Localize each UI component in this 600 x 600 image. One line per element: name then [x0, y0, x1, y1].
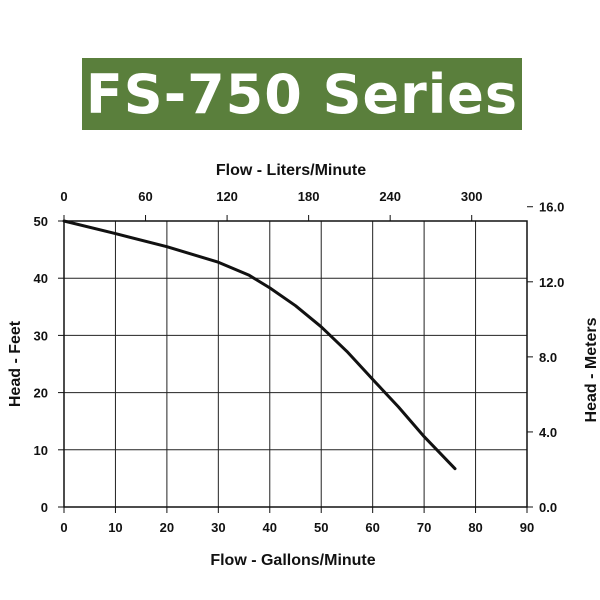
y-tick-label: 40 — [34, 271, 48, 286]
y-tick-label: 50 — [34, 214, 48, 229]
x-tick-label: 10 — [108, 520, 122, 535]
y-tick-label: 0 — [41, 500, 48, 515]
plot-frame — [63, 220, 528, 508]
y-tick-label: 30 — [34, 328, 48, 343]
x-axis-title: Flow - Gallons/Minute — [210, 552, 375, 569]
x-tick-label: 0 — [60, 520, 67, 535]
x-tick-label: 30 — [211, 520, 225, 535]
series-title: FS-750 Series — [85, 62, 519, 126]
x2-axis-title: Flow - Liters/Minute — [216, 162, 366, 179]
x-tick-label: 20 — [160, 520, 174, 535]
y2-tick-label: 4.0 — [539, 425, 557, 440]
x-tick-label: 90 — [520, 520, 534, 535]
x2-tick-label: 240 — [379, 189, 401, 204]
x2-tick-label: 300 — [461, 189, 483, 204]
x-tick-label: 60 — [365, 520, 379, 535]
y2-tick-label: 0.0 — [539, 500, 557, 515]
ticks-layer: 0 10 20 30 40 50 60 70 80 90 0 10 20 30 40 50 0 60 120 180 2… — [34, 189, 565, 535]
y-tick-label: 20 — [34, 386, 48, 401]
grid — [63, 220, 528, 508]
series-title-banner: FS-750 Series — [82, 58, 522, 130]
y2-tick-label: 12.0 — [539, 275, 564, 290]
y2-axis-title: Head - Meters — [583, 317, 600, 422]
x-tick-label: 50 — [314, 520, 328, 535]
y2-tick-label: 16.0 — [539, 200, 564, 215]
x2-tick-label: 120 — [216, 189, 238, 204]
y-axis-title: Head - Feet — [7, 320, 24, 407]
x2-tick-label: 60 — [138, 189, 152, 204]
x-tick-label: 80 — [468, 520, 482, 535]
x2-tick-label: 0 — [60, 189, 67, 204]
x-tick-label: 70 — [417, 520, 431, 535]
plot-border — [63, 220, 528, 508]
x-tick-label: 40 — [263, 520, 277, 535]
y2-tick-label: 8.0 — [539, 350, 557, 365]
x2-tick-label: 180 — [298, 189, 320, 204]
y-tick-label: 10 — [34, 443, 48, 458]
performance-curve-line — [62, 219, 457, 471]
series-layer — [62, 219, 457, 471]
